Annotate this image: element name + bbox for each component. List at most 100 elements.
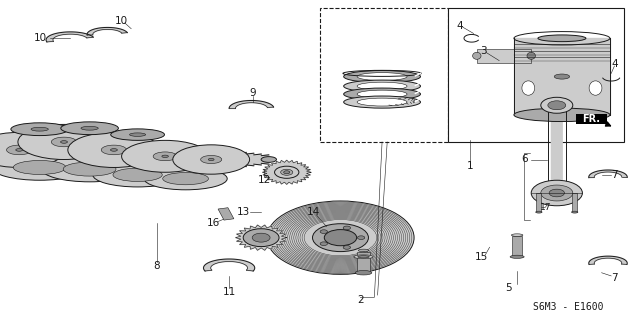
- Ellipse shape: [572, 211, 578, 213]
- Ellipse shape: [163, 173, 209, 185]
- Ellipse shape: [252, 233, 270, 242]
- Ellipse shape: [11, 123, 68, 136]
- Polygon shape: [262, 160, 311, 184]
- Text: 4: 4: [456, 20, 463, 31]
- Ellipse shape: [527, 52, 536, 59]
- Text: 14: 14: [307, 207, 320, 217]
- Polygon shape: [236, 225, 287, 250]
- Circle shape: [541, 97, 573, 113]
- Ellipse shape: [144, 167, 227, 190]
- Text: 11: 11: [223, 287, 236, 297]
- Ellipse shape: [111, 149, 117, 151]
- Text: 8: 8: [154, 261, 160, 271]
- Ellipse shape: [267, 201, 414, 274]
- Bar: [448, 8, 624, 142]
- Ellipse shape: [162, 155, 168, 158]
- Ellipse shape: [522, 81, 535, 95]
- Polygon shape: [229, 100, 273, 108]
- Ellipse shape: [31, 127, 49, 131]
- Text: 9: 9: [250, 87, 256, 98]
- Bar: [218, 208, 234, 220]
- Polygon shape: [589, 256, 627, 264]
- FancyArrowPatch shape: [599, 121, 611, 126]
- Bar: [576, 114, 607, 124]
- Ellipse shape: [16, 149, 22, 151]
- Text: 12: 12: [258, 175, 271, 185]
- Ellipse shape: [284, 171, 290, 174]
- Text: 7: 7: [611, 272, 618, 283]
- Ellipse shape: [173, 145, 250, 174]
- Ellipse shape: [13, 160, 66, 174]
- Bar: [512, 236, 522, 257]
- Ellipse shape: [511, 234, 523, 236]
- Ellipse shape: [554, 74, 570, 79]
- Ellipse shape: [357, 98, 407, 106]
- Ellipse shape: [472, 52, 481, 59]
- Ellipse shape: [111, 129, 164, 140]
- Ellipse shape: [18, 124, 110, 160]
- Ellipse shape: [81, 126, 99, 130]
- Ellipse shape: [589, 81, 602, 95]
- Polygon shape: [548, 108, 566, 190]
- Ellipse shape: [129, 133, 146, 136]
- Ellipse shape: [201, 155, 222, 164]
- Ellipse shape: [68, 132, 160, 167]
- Ellipse shape: [153, 152, 177, 161]
- Ellipse shape: [355, 271, 372, 275]
- Polygon shape: [224, 151, 231, 168]
- Ellipse shape: [344, 96, 420, 108]
- Bar: [320, 8, 448, 142]
- Ellipse shape: [357, 90, 407, 98]
- Circle shape: [548, 101, 566, 110]
- Ellipse shape: [101, 145, 127, 155]
- Ellipse shape: [514, 108, 610, 122]
- Text: 10: 10: [115, 16, 128, 26]
- Polygon shape: [261, 155, 269, 164]
- Ellipse shape: [324, 230, 356, 246]
- Bar: [357, 252, 370, 273]
- Ellipse shape: [510, 255, 524, 258]
- Text: 7: 7: [611, 170, 618, 181]
- Text: 1: 1: [467, 161, 474, 171]
- Ellipse shape: [209, 159, 214, 160]
- Ellipse shape: [122, 140, 209, 172]
- Polygon shape: [87, 27, 127, 35]
- Ellipse shape: [536, 211, 542, 213]
- Ellipse shape: [358, 249, 369, 252]
- Circle shape: [320, 230, 328, 234]
- Ellipse shape: [6, 145, 32, 155]
- Ellipse shape: [344, 70, 420, 83]
- Bar: [536, 193, 541, 212]
- Text: 13: 13: [237, 207, 250, 217]
- Ellipse shape: [61, 141, 67, 143]
- Text: 3: 3: [480, 46, 486, 56]
- Polygon shape: [216, 150, 224, 169]
- Ellipse shape: [538, 35, 586, 41]
- Ellipse shape: [93, 163, 182, 187]
- Ellipse shape: [357, 73, 407, 80]
- Text: 10: 10: [34, 33, 47, 43]
- Polygon shape: [239, 152, 246, 167]
- Ellipse shape: [344, 80, 420, 92]
- Circle shape: [343, 226, 351, 230]
- Polygon shape: [204, 259, 255, 271]
- Text: 2: 2: [357, 295, 364, 305]
- Ellipse shape: [344, 88, 420, 100]
- Ellipse shape: [0, 132, 65, 167]
- Ellipse shape: [51, 137, 77, 147]
- Text: 4: 4: [611, 59, 618, 69]
- Text: 17: 17: [540, 204, 552, 212]
- Circle shape: [343, 246, 351, 249]
- Circle shape: [320, 242, 328, 246]
- Text: 16: 16: [207, 218, 220, 228]
- Text: S6M3 - E1600: S6M3 - E1600: [533, 302, 604, 312]
- Ellipse shape: [261, 157, 276, 162]
- Polygon shape: [589, 170, 627, 178]
- Bar: [477, 49, 531, 63]
- Polygon shape: [246, 153, 254, 166]
- Text: FR.: FR.: [582, 114, 600, 124]
- Ellipse shape: [357, 82, 407, 90]
- Bar: [572, 193, 577, 212]
- Polygon shape: [254, 154, 261, 165]
- Circle shape: [357, 236, 365, 240]
